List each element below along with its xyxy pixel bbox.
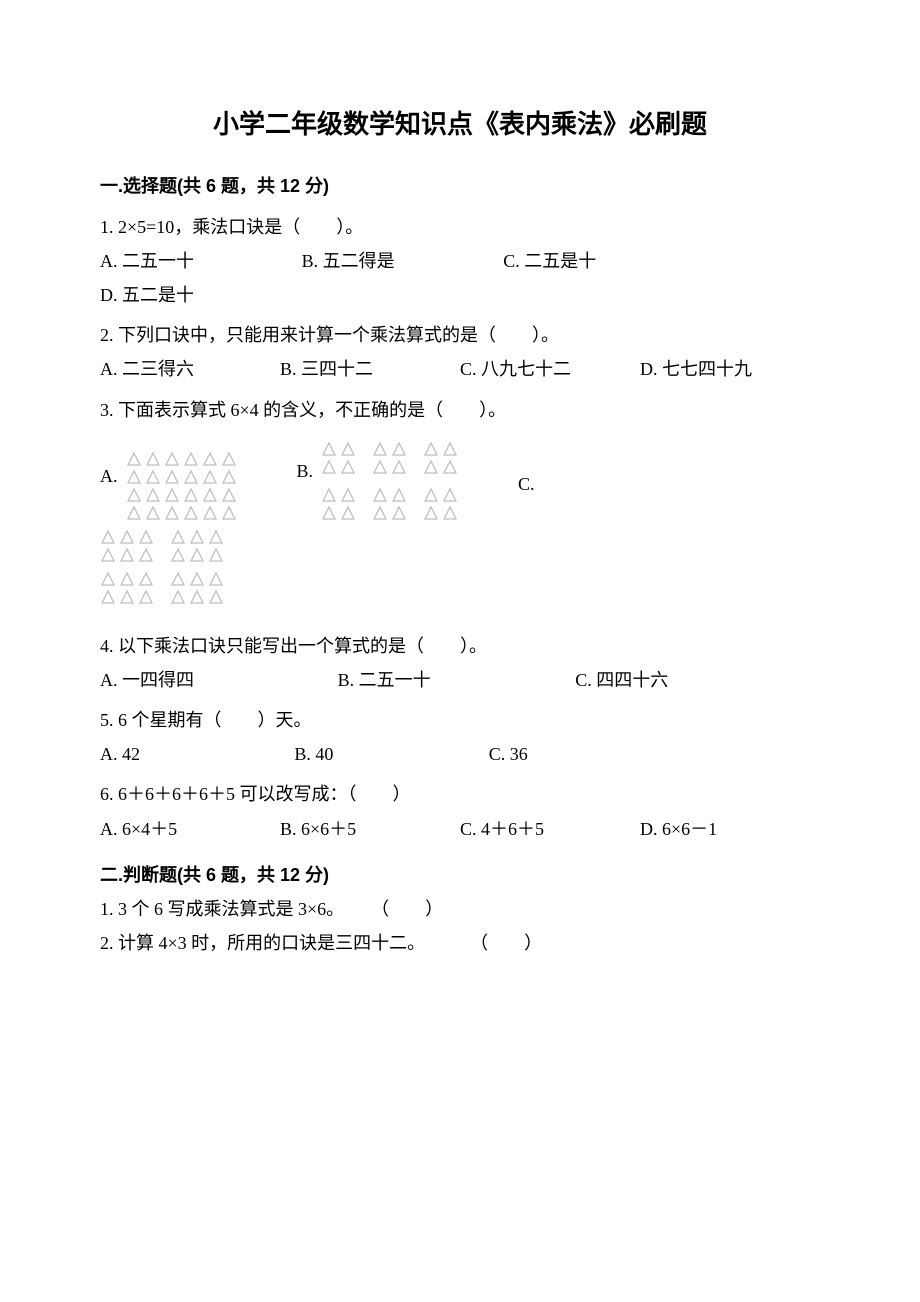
q6-optB: B. 6×6＋5 [280,812,460,846]
q3-labelA: A. [100,459,118,493]
q5-optC: C. 36 [489,737,683,771]
q3-stem: 3. 下面表示算式 6×4 的含义，不正确的是（ ）。 [100,393,820,427]
tf1-blank: （ ） [344,892,443,926]
q2-optD: D. 七七四十九 [640,352,820,386]
q6-stem: 6. 6＋6＋6＋6＋5 可以改写成：（ ） [100,777,820,811]
tf2-blank: （ ） [425,926,542,960]
tf1: 1. 3 个 6 写成乘法算式是 3×6。 （ ） [100,892,820,926]
section1-header: 一.选择题(共 6 题，共 12 分) [100,169,820,203]
q2-optA: A. 二三得六 [100,352,280,386]
q3-figure-row: A. B. C. [100,441,820,521]
q1-options: A. 二五一十 B. 五二得是 C. 二五是十 D. 五二是十 [100,244,820,312]
triangle-grid-B [321,441,458,521]
q2-options: A. 二三得六 B. 三四十二 C. 八九七十二 D. 七七四十九 [100,352,820,386]
q4-optB: B. 二五一十 [338,663,576,697]
tf2: 2. 计算 4×3 时，所用的口诀是三四十二。 （ ） [100,926,820,960]
tf2-text: 2. 计算 4×3 时，所用的口诀是三四十二。 [100,926,425,960]
q2-stem: 2. 下列口诀中，只能用来计算一个乘法算式的是（ ）。 [100,318,820,352]
triangle-grid-A [126,451,237,521]
q5-stem: 5. 6 个星期有（ ）天。 [100,703,820,737]
q4-stem: 4. 以下乘法口诀只能写出一个算式的是（ ）。 [100,629,820,663]
q3-optC-label: C. [518,467,535,521]
q5-optA: A. 42 [100,737,294,771]
q1-optA: A. 二五一十 [100,244,302,278]
q3-labelB: B. [297,454,314,488]
triangle-grid-C [100,529,820,605]
q3-labelC: C. [518,467,535,501]
q6-optC: C. 4＋6＋5 [460,812,640,846]
q1-optB: B. 五二得是 [302,244,504,278]
q1-optC: C. 二五是十 [503,244,733,278]
section2-header: 二.判断题(共 6 题，共 12 分) [100,858,820,892]
q2-optC: C. 八九七十二 [460,352,640,386]
q1-optD: D. 五二是十 [100,278,194,312]
q3-optA: A. [100,451,237,521]
q5-optB: B. 40 [294,737,488,771]
q4-optC: C. 四四十六 [575,663,813,697]
q1-stem: 1. 2×5=10，乘法口诀是（ ）。 [100,210,820,244]
q2-optB: B. 三四十二 [280,352,460,386]
q5-options: A. 42 B. 40 C. 36 [100,737,820,771]
q4-optA: A. 一四得四 [100,663,338,697]
page-title: 小学二年级数学知识点《表内乘法》必刷题 [100,100,820,149]
q6-options: A. 6×4＋5 B. 6×6＋5 C. 4＋6＋5 D. 6×6－1 [100,812,820,846]
tf1-text: 1. 3 个 6 写成乘法算式是 3×6。 [100,892,344,926]
q4-options: A. 一四得四 B. 二五一十 C. 四四十六 [100,663,820,697]
q6-optD: D. 6×6－1 [640,812,820,846]
q6-optA: A. 6×4＋5 [100,812,280,846]
q3-optB: B. [297,441,459,521]
